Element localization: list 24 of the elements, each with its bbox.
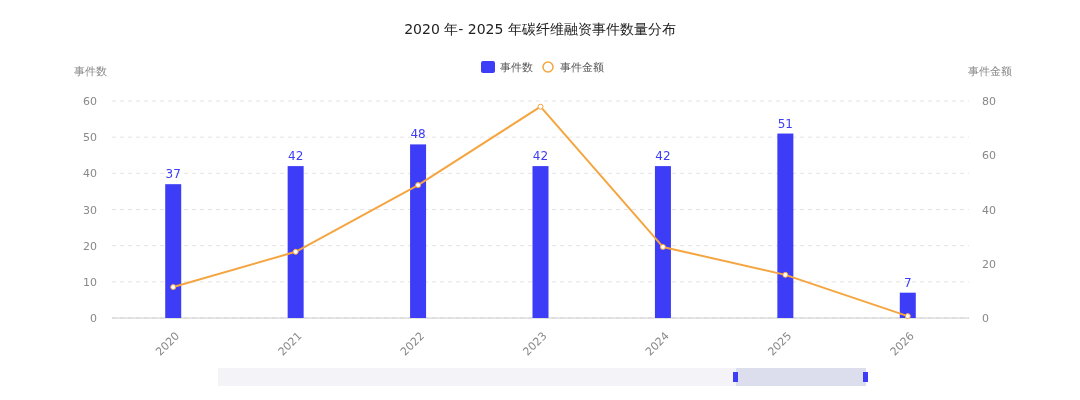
y-tick-label: 20 bbox=[83, 239, 97, 253]
data-label: 7 bbox=[903, 275, 912, 290]
y-tick-label: 50 bbox=[83, 131, 97, 145]
legend-label: 事件金额 bbox=[560, 61, 604, 74]
y-tick-label: 30 bbox=[83, 203, 97, 217]
data-label: 42 bbox=[655, 149, 671, 164]
data-label: 48 bbox=[410, 127, 426, 142]
data-label: 42 bbox=[288, 149, 304, 164]
y2-tick-label: 60 bbox=[982, 149, 996, 163]
y2-tick-label: 20 bbox=[982, 257, 996, 271]
y2-tick-label: 40 bbox=[982, 203, 996, 217]
y-tick-label: 10 bbox=[83, 275, 97, 289]
y-tick-label: 60 bbox=[83, 95, 97, 108]
chart-title: 2020 年- 2025 年碳纤维融资事件数量分布 bbox=[404, 21, 676, 37]
legend-label: 事件数 bbox=[500, 61, 533, 74]
data-label: 42 bbox=[532, 149, 549, 164]
y-axis-title: 事件数 bbox=[73, 65, 107, 78]
y2-axis-title: 事件金额 bbox=[968, 65, 1012, 78]
y2-tick-label: 0 bbox=[982, 312, 989, 325]
y-tick-label: 0 bbox=[90, 312, 97, 325]
y2-tick-label: 80 bbox=[982, 95, 996, 108]
y-tick-label: 40 bbox=[83, 167, 97, 181]
data-label: 51 bbox=[777, 116, 793, 131]
data-label: 37 bbox=[165, 167, 181, 182]
